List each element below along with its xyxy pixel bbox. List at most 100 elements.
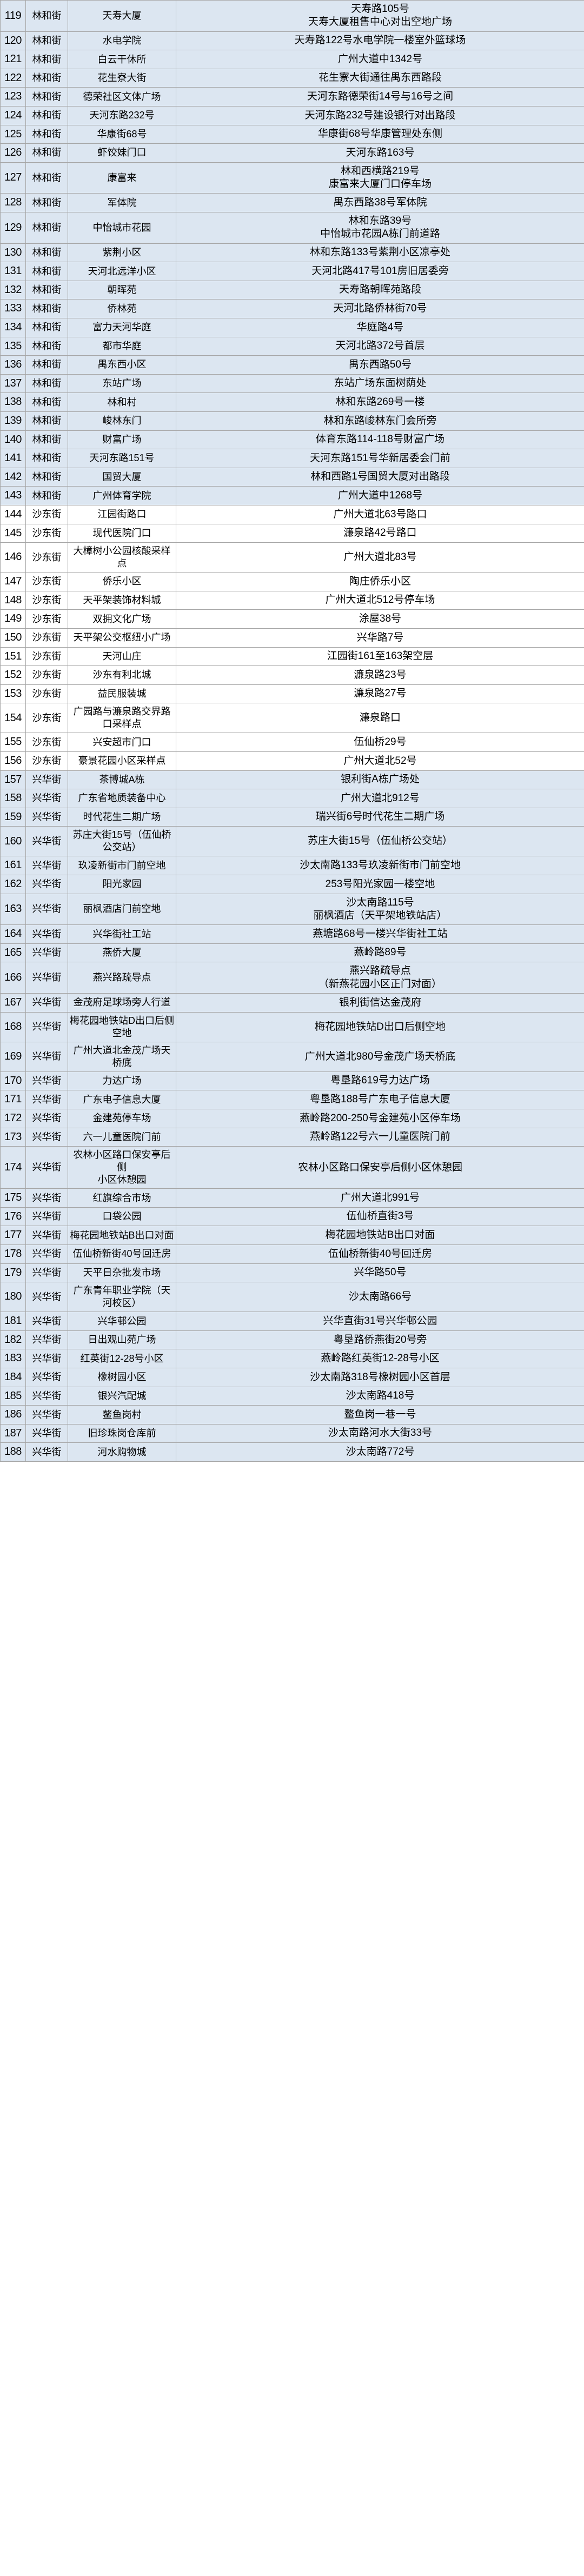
table-row: 133 林和街 侨林苑 天河北路侨林街70号 bbox=[0, 299, 584, 318]
table-row: 144 沙东街 江园街路口 广州大道北63号路口 bbox=[0, 504, 584, 524]
address-cell: 广州大道北52号 bbox=[176, 751, 584, 771]
row-index-cell: 166 bbox=[0, 962, 26, 994]
row-index-cell: 143 bbox=[0, 486, 26, 505]
address-cell: 梅花园地铁站D出口后侧空地 bbox=[176, 1011, 584, 1042]
address-cell: 伍仙桥29号 bbox=[176, 733, 584, 752]
row-index-cell: 180 bbox=[0, 1282, 26, 1313]
row-index-cell: 152 bbox=[0, 665, 26, 685]
site-name-cell: 军体院 bbox=[68, 193, 176, 212]
row-index-cell: 122 bbox=[0, 68, 26, 88]
row-index-cell: 171 bbox=[0, 1090, 26, 1109]
address-cell: 广州大道北991号 bbox=[176, 1188, 584, 1208]
street-name-cell: 兴华街 bbox=[25, 1071, 68, 1091]
street-name-cell: 沙东街 bbox=[25, 523, 68, 543]
address-cell: 林和东路39号 中怡城市花园A栋门前道路 bbox=[176, 212, 584, 244]
street-name-cell: 沙东街 bbox=[25, 609, 68, 629]
table-row: 155 沙东街 兴安超市门口 伍仙桥29号 bbox=[0, 733, 584, 752]
row-index-cell: 151 bbox=[0, 647, 26, 667]
site-name-cell: 花生寮大街 bbox=[68, 68, 176, 88]
row-index-cell: 136 bbox=[0, 355, 26, 375]
site-name-cell: 广园路与濂泉路交界路口采样点 bbox=[68, 703, 176, 734]
address-cell: 兴华直街31号兴华邨公园 bbox=[176, 1312, 584, 1331]
table-row: 156 沙东街 豪景花园小区采样点 广州大道北52号 bbox=[0, 751, 584, 771]
address-cell: 253号阳光家园一楼空地 bbox=[176, 875, 584, 894]
row-index-cell: 163 bbox=[0, 893, 26, 926]
address-cell: 体育东路114-118号财富广场 bbox=[176, 430, 584, 450]
address-cell: 沙太南路115号 丽枫酒店（天平架地铁站店） bbox=[176, 893, 584, 926]
street-name-cell: 兴华街 bbox=[25, 993, 68, 1013]
street-name-cell: 兴华街 bbox=[25, 943, 68, 963]
site-name-cell: 天河东路151号 bbox=[68, 449, 176, 468]
site-name-cell: 都市华庭 bbox=[68, 336, 176, 356]
address-cell: 天河东路德荣街14号与16号之间 bbox=[176, 87, 584, 106]
table-row: 152 沙东街 沙东有利北城 濂泉路23号 bbox=[0, 665, 584, 685]
row-index-cell: 186 bbox=[0, 1405, 26, 1425]
address-cell: 沙太南路772号 bbox=[176, 1442, 584, 1462]
address-cell: 林和西横路219号 康富来大厦门口停车场 bbox=[176, 162, 584, 194]
street-name-cell: 兴华街 bbox=[25, 1330, 68, 1350]
street-name-cell: 林和街 bbox=[25, 430, 68, 450]
address-cell: 广州大道北63号路口 bbox=[176, 504, 584, 524]
site-name-cell: 广东省地质装备中心 bbox=[68, 789, 176, 808]
street-name-cell: 林和街 bbox=[25, 486, 68, 505]
table-row: 121 林和街 白云干休所 广州大道中1342号 bbox=[0, 50, 584, 69]
table-row: 176 兴华街 口袋公园 伍仙桥直街3号 bbox=[0, 1207, 584, 1227]
site-name-cell: 江园街路口 bbox=[68, 504, 176, 524]
street-name-cell: 兴华街 bbox=[25, 1090, 68, 1109]
row-index-cell: 185 bbox=[0, 1386, 26, 1406]
row-index-cell: 182 bbox=[0, 1330, 26, 1350]
address-cell: 梅花园地铁站B出口对面 bbox=[176, 1226, 584, 1246]
site-name-cell: 富力天河华庭 bbox=[68, 318, 176, 337]
address-cell: 燕岭路红英街12-28号小区 bbox=[176, 1349, 584, 1369]
row-index-cell: 134 bbox=[0, 318, 26, 337]
address-cell: 天河北路侨林街70号 bbox=[176, 299, 584, 318]
site-name-cell: 口袋公园 bbox=[68, 1207, 176, 1227]
site-name-cell: 豪景花园小区采样点 bbox=[68, 751, 176, 771]
site-name-cell: 兴安超市门口 bbox=[68, 733, 176, 752]
table-row: 168 兴华街 梅花园地铁站D出口后侧空地 梅花园地铁站D出口后侧空地 bbox=[0, 1011, 584, 1042]
table-row: 179 兴华街 天平日杂批发市场 兴华路50号 bbox=[0, 1263, 584, 1283]
street-name-cell: 兴华街 bbox=[25, 807, 68, 827]
table-row: 181 兴华街 兴华邨公园 兴华直街31号兴华邨公园 bbox=[0, 1312, 584, 1331]
street-name-cell: 林和街 bbox=[25, 318, 68, 337]
street-name-cell: 林和街 bbox=[25, 411, 68, 431]
table-row: 183 兴华街 红英街12-28号小区 燕岭路红英街12-28号小区 bbox=[0, 1349, 584, 1369]
site-name-cell: 水电学院 bbox=[68, 31, 176, 51]
address-cell: 广州大道中1268号 bbox=[176, 486, 584, 505]
table-row: 171 兴华街 广东电子信息大厦 粤垦路188号广东电子信息大厦 bbox=[0, 1090, 584, 1109]
site-name-cell: 康富来 bbox=[68, 162, 176, 194]
row-index-cell: 135 bbox=[0, 336, 26, 356]
address-cell: 濂泉路口 bbox=[176, 703, 584, 734]
row-index-cell: 183 bbox=[0, 1349, 26, 1369]
row-index-cell: 119 bbox=[0, 0, 26, 32]
row-index-cell: 147 bbox=[0, 572, 26, 591]
street-name-cell: 沙东街 bbox=[25, 665, 68, 685]
street-name-cell: 林和街 bbox=[25, 299, 68, 318]
address-cell: 华康街68号华康管理处东侧 bbox=[176, 124, 584, 144]
table-row: 184 兴华街 橡树园小区 沙太南路318号橡树园小区首层 bbox=[0, 1368, 584, 1387]
street-name-cell: 林和街 bbox=[25, 212, 68, 244]
row-index-cell: 146 bbox=[0, 542, 26, 573]
address-cell: 沙太南路133号玖凌新街市门前空地 bbox=[176, 856, 584, 876]
address-cell: 林和东路峻林东门会所旁 bbox=[176, 411, 584, 431]
table-row: 131 林和街 天河北远洋小区 天河北路417号101房旧居委旁 bbox=[0, 262, 584, 281]
address-cell: 天寿路朝晖苑路段 bbox=[176, 280, 584, 300]
address-cell: 濂泉路42号路口 bbox=[176, 523, 584, 543]
site-name-cell: 紫荆小区 bbox=[68, 243, 176, 263]
site-name-cell: 银兴汽配城 bbox=[68, 1386, 176, 1406]
table-row: 161 兴华街 玖凌新街市门前空地 沙太南路133号玖凌新街市门前空地 bbox=[0, 856, 584, 876]
street-name-cell: 兴华街 bbox=[25, 1386, 68, 1406]
table-row: 159 兴华街 时代花生二期广场 瑞兴街6号时代花生二期广场 bbox=[0, 807, 584, 827]
site-name-cell: 阳光家园 bbox=[68, 875, 176, 894]
address-cell: 天河东路163号 bbox=[176, 143, 584, 163]
street-name-cell: 林和街 bbox=[25, 87, 68, 106]
table-row: 135 林和街 都市华庭 天河北路372号首层 bbox=[0, 336, 584, 356]
row-index-cell: 158 bbox=[0, 789, 26, 808]
street-name-cell: 兴华街 bbox=[25, 1282, 68, 1313]
site-name-cell: 天河东路232号 bbox=[68, 106, 176, 125]
table-row: 154 沙东街 广园路与濂泉路交界路口采样点 濂泉路口 bbox=[0, 703, 584, 734]
table-row: 173 兴华街 六一儿童医院门前 燕岭路122号六一儿童医院门前 bbox=[0, 1127, 584, 1147]
row-index-cell: 150 bbox=[0, 628, 26, 648]
address-cell: 林和西路1号国贸大厦对出路段 bbox=[176, 467, 584, 487]
row-index-cell: 178 bbox=[0, 1244, 26, 1264]
